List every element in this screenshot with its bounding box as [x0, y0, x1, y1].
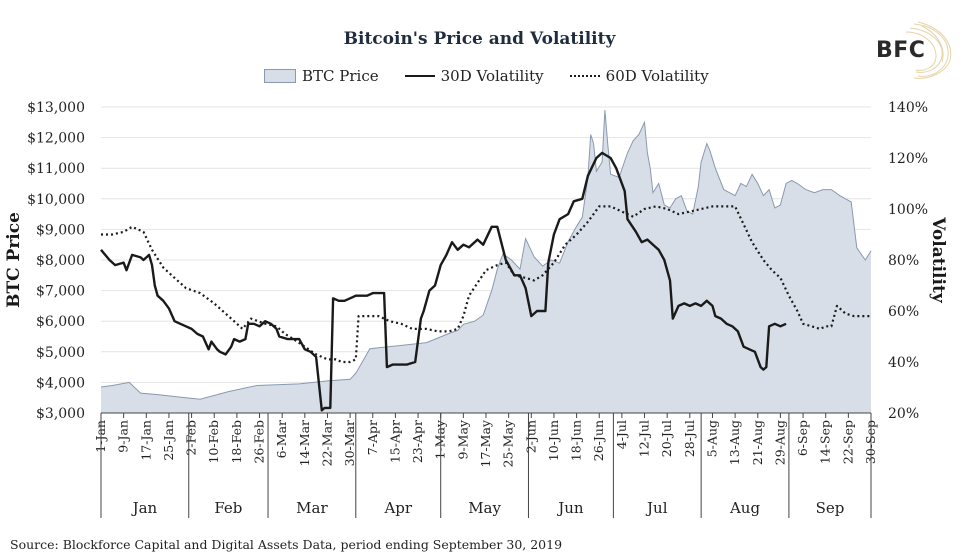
- legend-label-30d-volatility: 30D Volatility: [440, 67, 544, 85]
- source-note: Source: Blockforce Capital and Digital A…: [10, 537, 563, 552]
- x-tick-label: 14-Sep: [818, 420, 833, 464]
- x-tick-label: 9-May: [455, 419, 470, 459]
- logo-text: BFC: [876, 38, 926, 63]
- y-axis-left-title: BTC Price: [4, 212, 24, 308]
- legend-swatch-solid: [404, 75, 435, 77]
- x-tick-label: 2-Feb: [184, 420, 199, 456]
- y-right-tick-label: 120%: [888, 151, 928, 167]
- legend-item-60d-volatility: 60D Volatility: [569, 67, 709, 85]
- x-tick-label: 15-Apr: [387, 420, 402, 463]
- month-label: Jun: [556, 499, 584, 517]
- x-tick-label: 21-Aug: [750, 420, 765, 465]
- x-tick-label: 17-May: [478, 419, 493, 467]
- month-label: Sep: [816, 499, 845, 517]
- chart-title: Bitcoin's Price and Volatility: [343, 29, 616, 49]
- y-right-ticks: 20% 40% 60% 80% 100% 120% 140%: [888, 100, 928, 422]
- x-tick-label: 5-Aug: [705, 420, 720, 457]
- y-left-tick-label: $7,000: [36, 284, 85, 300]
- y-right-tick-label: 100%: [888, 202, 928, 218]
- y-axis-right-title: Volatility: [928, 216, 948, 304]
- x-tick-label: 22-Sep: [840, 420, 855, 464]
- x-tick-label: 12-Jul: [637, 420, 652, 457]
- x-tick-label: 18-Jun: [569, 420, 584, 461]
- legend-item-btc-price: BTC Price: [264, 67, 379, 85]
- month-labels: Jan Feb Mar Apr May Jun Jul Aug Sep: [100, 413, 872, 518]
- legend-swatch-dotted: [569, 75, 600, 77]
- x-tick-label: 10-Feb: [206, 420, 221, 464]
- y-right-tick-label: 60%: [888, 304, 919, 320]
- month-label: Feb: [214, 499, 242, 517]
- y-left-tick-label: $13,000: [27, 100, 85, 116]
- x-tick-label: 6-Mar: [274, 420, 289, 458]
- x-tick-label: 2-Jun: [523, 420, 538, 453]
- x-tick-label: 6-Sep: [795, 420, 810, 456]
- x-tick-label: 7-Apr: [365, 420, 380, 455]
- x-tick-label: 30-Mar: [342, 420, 357, 466]
- month-label: Aug: [729, 499, 760, 517]
- y-left-tick-label: $12,000: [27, 131, 85, 147]
- y-left-tick-label: $6,000: [36, 314, 85, 330]
- btc-price-area: [101, 110, 871, 413]
- legend-label-btc-price: BTC Price: [302, 67, 379, 85]
- y-right-tick-label: 80%: [888, 253, 919, 269]
- x-tick-label: 4-Jul: [614, 420, 629, 449]
- x-tick-label: 20-Jul: [659, 420, 674, 457]
- month-label: Jan: [131, 499, 158, 517]
- y-left-tick-label: $8,000: [36, 253, 85, 269]
- x-tick-label: 28-Jul: [682, 420, 697, 457]
- x-tick-label: 13-Aug: [727, 420, 742, 465]
- chart-legend: BTC Price 30D Volatility 60D Volatility: [264, 66, 735, 86]
- bfc-logo-icon: [905, 21, 952, 79]
- x-tick-label: 23-Apr: [410, 420, 425, 463]
- x-tick-label: 17-Jan: [138, 420, 153, 461]
- legend-label-60d-volatility: 60D Volatility: [605, 67, 709, 85]
- x-ticks: 1-Jan9-Jan17-Jan25-Jan2-Feb10-Feb18-Feb2…: [93, 413, 878, 467]
- y-left-tick-label: $11,000: [27, 161, 85, 177]
- x-tick-label: 1-May: [433, 419, 448, 459]
- y-left-tick-label: $5,000: [36, 345, 85, 361]
- month-label: Mar: [296, 499, 328, 517]
- x-tick-label: 25-Jan: [161, 420, 176, 461]
- x-tick-label: 9-Jan: [116, 420, 131, 453]
- y-left-tick-label: $3,000: [36, 406, 85, 422]
- month-label: Jul: [645, 499, 668, 517]
- y-left-tick-label: $4,000: [36, 375, 85, 391]
- legend-item-30d-volatility: 30D Volatility: [404, 67, 544, 85]
- x-tick-label: 26-Jun: [591, 420, 606, 461]
- y-left-tick-label: $9,000: [36, 222, 85, 238]
- x-tick-label: 18-Feb: [229, 420, 244, 464]
- x-tick-label: 10-Jun: [546, 420, 561, 461]
- volatility-30d-line: [100, 151, 787, 412]
- month-label: Apr: [383, 499, 412, 517]
- y-left-ticks: $3,000 $4,000 $5,000 $6,000 $7,000 $8,000 $9,0…: [27, 100, 85, 422]
- x-tick-label: 29-Aug: [772, 420, 787, 465]
- x-tick-label: 22-Mar: [320, 420, 335, 466]
- legend-swatch-area: [264, 69, 296, 83]
- y-right-tick-label: 140%: [888, 100, 928, 116]
- x-tick-label: 14-Mar: [297, 420, 312, 466]
- y-right-tick-label: 40%: [888, 355, 919, 371]
- x-tick-label: 26-Feb: [252, 420, 267, 464]
- month-label: May: [468, 499, 501, 517]
- chart-canvas: $3,000 $4,000 $5,000 $6,000 $7,000 $8,000 $9,0…: [4, 100, 948, 518]
- btc-price-area-group: [100, 110, 872, 413]
- x-tick-label: 25-May: [501, 419, 516, 467]
- y-right-tick-label: 20%: [888, 406, 919, 422]
- volatility-lines-group: [100, 151, 871, 412]
- y-left-tick-label: $10,000: [27, 192, 85, 208]
